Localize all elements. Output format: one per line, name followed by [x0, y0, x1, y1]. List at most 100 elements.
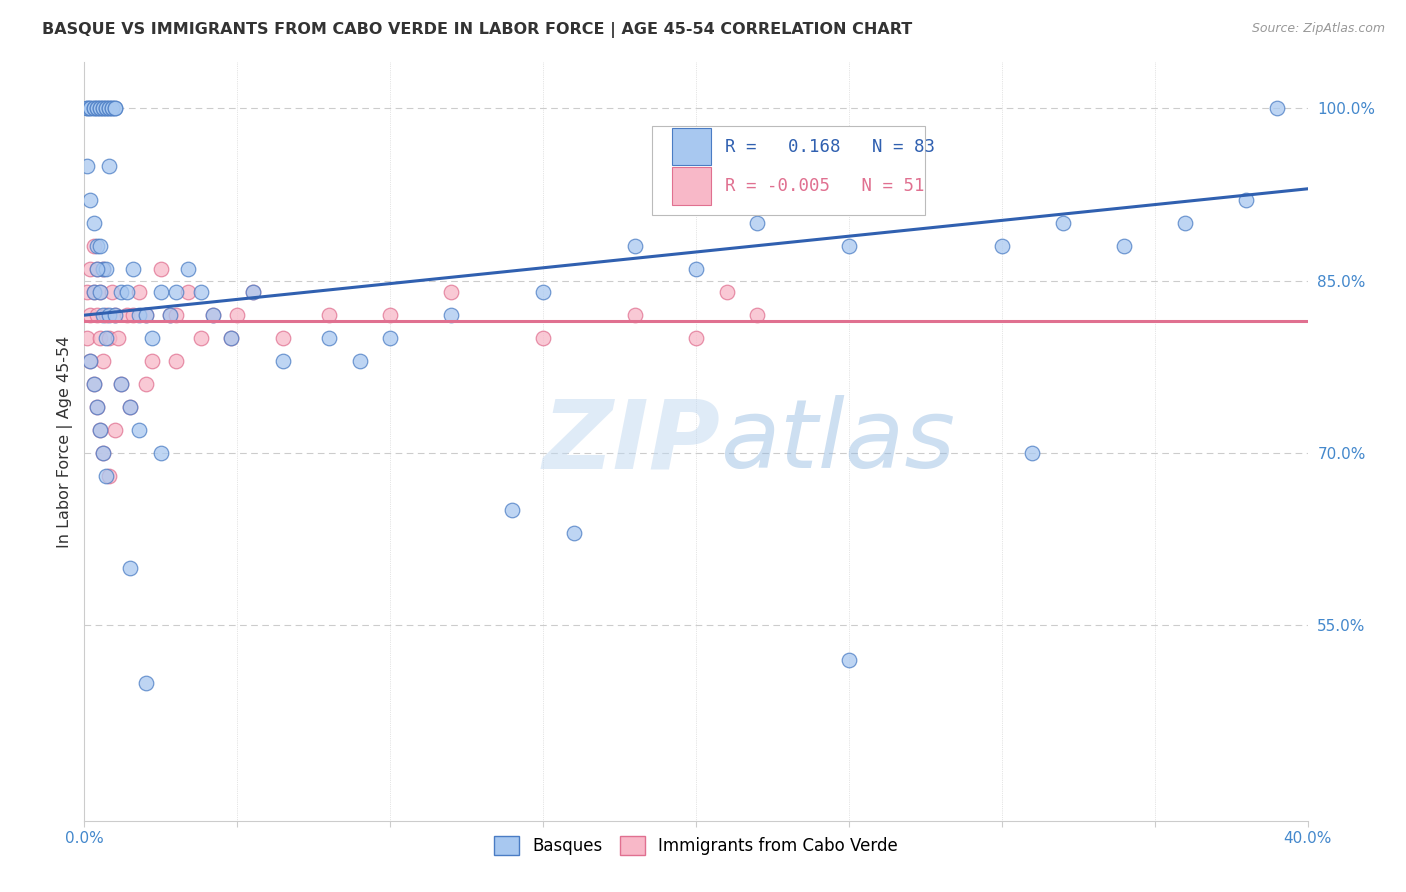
Point — [219, 331, 242, 345]
Point — [128, 423, 150, 437]
Point — [94, 308, 117, 322]
Point — [83, 377, 105, 392]
Point — [1174, 216, 1197, 230]
Point — [991, 239, 1014, 253]
Point — [94, 102, 117, 116]
Text: R = -0.005   N = 51: R = -0.005 N = 51 — [725, 178, 925, 195]
Point — [271, 331, 294, 345]
Text: Source: ZipAtlas.com: Source: ZipAtlas.com — [1251, 22, 1385, 36]
Point — [110, 377, 132, 392]
Point — [380, 308, 402, 322]
Point — [89, 331, 111, 345]
Point — [120, 400, 142, 414]
Point — [135, 308, 157, 322]
Point — [97, 331, 120, 345]
Point — [219, 331, 242, 345]
Point — [101, 102, 124, 116]
Point — [128, 285, 150, 300]
Point — [79, 262, 101, 277]
Point — [83, 285, 105, 300]
Point — [201, 308, 224, 322]
Point — [83, 102, 105, 116]
Point — [135, 377, 157, 392]
Point — [349, 354, 371, 368]
Point — [86, 400, 108, 414]
Point — [242, 285, 264, 300]
Point — [838, 239, 860, 253]
Point — [89, 423, 111, 437]
Point — [101, 285, 124, 300]
Point — [318, 308, 340, 322]
Point — [91, 446, 114, 460]
Legend: Basques, Immigrants from Cabo Verde: Basques, Immigrants from Cabo Verde — [488, 829, 904, 862]
Point — [91, 102, 114, 116]
Point — [83, 377, 105, 392]
Point — [94, 262, 117, 277]
Point — [190, 285, 212, 300]
Point — [104, 308, 127, 322]
Point — [79, 194, 101, 208]
Point — [685, 331, 707, 345]
Point — [128, 308, 150, 322]
Point — [104, 423, 127, 437]
Point — [149, 446, 172, 460]
Text: atlas: atlas — [720, 395, 956, 488]
Point — [1114, 239, 1136, 253]
Point — [79, 354, 101, 368]
Point — [79, 354, 101, 368]
Point — [120, 561, 142, 575]
Point — [122, 262, 145, 277]
Point — [89, 239, 111, 253]
Point — [177, 262, 200, 277]
Point — [110, 285, 132, 300]
Point — [86, 262, 108, 277]
Point — [97, 102, 120, 116]
Point — [86, 239, 108, 253]
Point — [380, 331, 402, 345]
Point — [101, 102, 124, 116]
Point — [76, 102, 98, 116]
Point — [86, 262, 108, 277]
Point — [120, 400, 142, 414]
Point — [83, 216, 105, 230]
Point — [91, 308, 114, 322]
Point — [149, 262, 172, 277]
Point — [190, 331, 212, 345]
Point — [104, 308, 127, 322]
Point — [440, 285, 463, 300]
Point — [531, 331, 554, 345]
Point — [1052, 216, 1074, 230]
Text: BASQUE VS IMMIGRANTS FROM CABO VERDE IN LABOR FORCE | AGE 45-54 CORRELATION CHAR: BASQUE VS IMMIGRANTS FROM CABO VERDE IN … — [42, 22, 912, 38]
Point — [91, 354, 114, 368]
Point — [89, 102, 111, 116]
Text: R =   0.168   N = 83: R = 0.168 N = 83 — [725, 137, 935, 156]
Point — [242, 285, 264, 300]
Point — [135, 675, 157, 690]
Point — [89, 102, 111, 116]
Point — [89, 423, 111, 437]
Point — [838, 653, 860, 667]
Text: ZIP: ZIP — [543, 395, 720, 488]
Y-axis label: In Labor Force | Age 45-54: In Labor Force | Age 45-54 — [58, 335, 73, 548]
Point — [226, 308, 249, 322]
Point — [86, 308, 108, 322]
Point — [76, 159, 98, 173]
Point — [97, 469, 120, 483]
Point — [76, 331, 98, 345]
Point — [165, 354, 187, 368]
Point — [165, 308, 187, 322]
Point — [165, 285, 187, 300]
Point — [685, 262, 707, 277]
Point — [624, 308, 647, 322]
Point — [94, 331, 117, 345]
Point — [83, 239, 105, 253]
Point — [97, 159, 120, 173]
Point — [271, 354, 294, 368]
Point — [502, 503, 524, 517]
Point — [79, 308, 101, 322]
Point — [79, 102, 101, 116]
Point — [86, 102, 108, 116]
Point — [94, 469, 117, 483]
Point — [141, 331, 163, 345]
Point — [89, 285, 111, 300]
